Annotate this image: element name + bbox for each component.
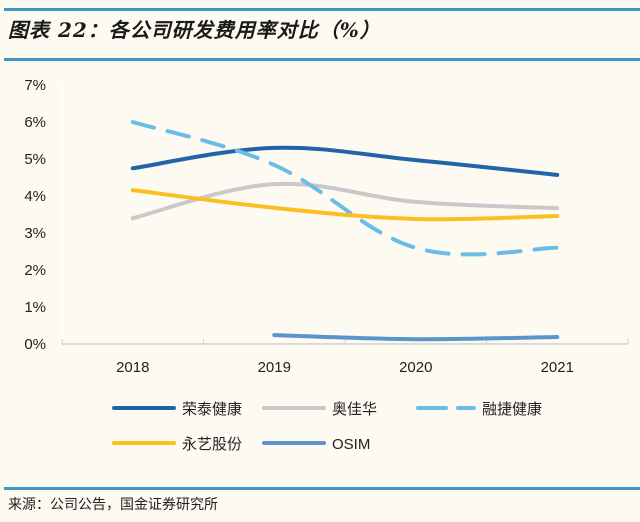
series-line-1 <box>130 181 560 221</box>
series-line-4 <box>272 333 560 342</box>
legend-label: 荣泰健康 <box>182 401 242 418</box>
axes: 0% 1% 2% 3% 4% 5% 6% 7% 2018 2019 2020 2021 <box>24 77 629 376</box>
legend-item: 荣泰健康 <box>112 401 242 418</box>
line-chart: 0% 1% 2% 3% 4% 5% 6% 7% 2018 2019 2020 2021 荣泰健康 奥佳华… <box>24 77 629 453</box>
legend-item: OSIM <box>262 436 370 453</box>
series-line-3 <box>130 188 560 222</box>
legend-label: 永艺股份 <box>182 436 242 453</box>
source-rule <box>4 487 640 490</box>
series-line-2 <box>130 120 560 257</box>
x-tick-label: 2021 <box>541 359 574 376</box>
series-lines <box>130 120 560 342</box>
legend-item: 融捷健康 <box>416 401 542 418</box>
title-bottom-rule <box>4 58 640 61</box>
legend-label: 奥佳华 <box>332 401 377 418</box>
x-tick-label: 2020 <box>399 359 432 376</box>
legend-label: OSIM <box>332 436 370 453</box>
x-tick-label: 2018 <box>116 359 149 376</box>
y-tick-label: 5% <box>24 151 46 168</box>
y-tick-label: 0% <box>24 336 46 353</box>
y-tick-label: 4% <box>24 188 46 205</box>
legend-item: 奥佳华 <box>262 401 377 418</box>
series-line-0 <box>130 145 560 177</box>
legend-item: 永艺股份 <box>112 436 242 453</box>
y-tick-label: 2% <box>24 262 46 279</box>
chart-title: 图表 22：各公司研发费用率对比（%） <box>8 18 381 42</box>
source-note: 来源：公司公告，国金证券研究所 <box>8 497 218 513</box>
y-tick-label: 7% <box>24 77 46 94</box>
y-tick-label: 3% <box>24 225 46 242</box>
y-tick-label: 1% <box>24 299 46 316</box>
title-top-rule <box>4 8 640 11</box>
y-tick-label: 6% <box>24 114 46 131</box>
x-tick-label: 2019 <box>258 359 291 376</box>
legend-label: 融捷健康 <box>482 401 542 418</box>
